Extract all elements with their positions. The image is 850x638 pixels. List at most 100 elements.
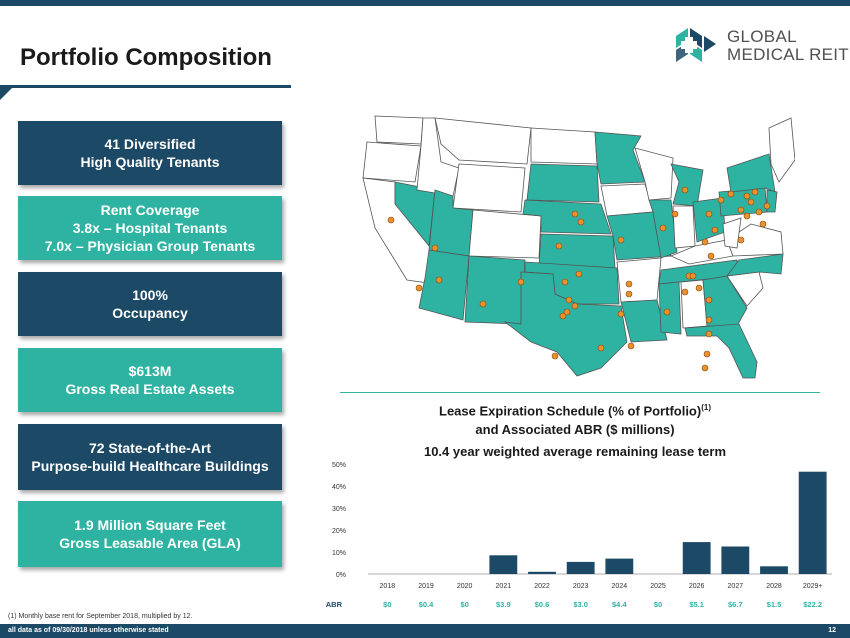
top-accent-bar xyxy=(0,0,850,6)
state-mi xyxy=(670,163,704,207)
property-marker-icon xyxy=(711,226,719,234)
property-marker-icon xyxy=(727,190,735,198)
property-marker-icon xyxy=(705,296,713,304)
y-tick-label: 0% xyxy=(336,572,346,579)
property-marker-icon xyxy=(707,252,715,260)
property-marker-icon xyxy=(681,186,689,194)
property-marker-icon xyxy=(703,350,711,358)
property-marker-icon xyxy=(705,316,713,324)
state-mt xyxy=(434,117,532,165)
property-marker-icon xyxy=(701,238,709,246)
us-portfolio-map xyxy=(362,115,795,379)
bar-2027 xyxy=(721,546,750,574)
state-fl xyxy=(684,323,758,379)
property-marker-icon xyxy=(617,236,625,244)
property-marker-icon xyxy=(701,364,709,372)
property-marker-icon xyxy=(737,206,745,214)
state-ia xyxy=(600,183,654,217)
property-marker-icon xyxy=(671,210,679,218)
property-marker-icon xyxy=(751,188,759,196)
property-marker-icon xyxy=(479,300,487,308)
property-marker-icon xyxy=(565,296,573,304)
stat-box-3-line-2: Occupancy xyxy=(112,305,188,321)
chart-divider xyxy=(340,392,820,393)
stat-box-4-line-2: Gross Real Estate Assets xyxy=(65,381,235,397)
state-ne xyxy=(522,199,612,235)
abr-value: $1.5 xyxy=(767,600,782,609)
property-marker-icon xyxy=(551,352,559,360)
bar-2023 xyxy=(566,561,595,574)
property-marker-icon xyxy=(575,270,583,278)
state-al xyxy=(680,279,708,329)
property-marker-icon xyxy=(743,192,751,200)
stat-box-4-line-1: $613M xyxy=(128,363,172,379)
state-va xyxy=(726,223,784,257)
map-states xyxy=(362,115,795,379)
y-tick-label: 30% xyxy=(332,506,346,513)
y-tick-label: 50% xyxy=(332,462,346,469)
abr-value: $3.9 xyxy=(496,600,511,609)
page-title: Portfolio Composition xyxy=(20,44,272,71)
stat-box-6-line-1: 1.9 Million Square Feet xyxy=(74,517,226,533)
abr-value: $0 xyxy=(460,600,468,609)
x-tick-label: 2028 xyxy=(766,583,782,590)
footer-note: all data as of 09/30/2018 unless otherwi… xyxy=(8,627,169,634)
chart-title: Lease Expiration Schedule (% of Portfoli… xyxy=(340,398,810,439)
property-marker-icon xyxy=(695,284,703,292)
state-ne-states xyxy=(768,117,795,183)
company-logo xyxy=(676,28,716,62)
property-marker-icon xyxy=(755,208,763,216)
x-tick-label: 2025 xyxy=(650,583,666,590)
title-panel xyxy=(0,26,291,88)
property-marker-icon xyxy=(571,210,579,218)
stat-box-2-line-2: 3.8x – Hospital Tenants xyxy=(72,220,228,236)
footnote: (1) Monthly base rent for September 2018… xyxy=(8,613,193,620)
property-marker-icon xyxy=(435,276,443,284)
abr-value: $3.0 xyxy=(573,600,588,609)
footer-bar: all data as of 09/30/2018 unless otherwi… xyxy=(0,624,850,638)
bar-2022 xyxy=(528,571,556,574)
stat-box-1: 41 Diversified High Quality Tenants xyxy=(18,121,282,185)
property-marker-icon xyxy=(571,302,579,310)
x-tick-label: 2018 xyxy=(380,583,396,590)
state-wv xyxy=(722,217,742,249)
abr-value: $0 xyxy=(383,600,391,609)
y-tick-label: 20% xyxy=(332,528,346,535)
state-mn xyxy=(594,131,646,185)
state-id xyxy=(416,117,460,197)
state-ny xyxy=(726,153,776,193)
stat-box-3: 100% Occupancy xyxy=(18,272,282,336)
stat-box-5: 72 State-of-the-Art Purpose-build Healthc… xyxy=(18,424,282,490)
bar-2028 xyxy=(760,566,788,574)
abr-value: $6.7 xyxy=(728,600,743,609)
chart-footnote-ref: (1) xyxy=(701,403,711,412)
bar-2029+ xyxy=(798,471,827,574)
stat-box-3-line-1: 100% xyxy=(132,287,168,303)
stat-box-2-line-1: Rent Coverage xyxy=(100,202,200,218)
bar-2024 xyxy=(605,558,634,574)
y-tick-label: 10% xyxy=(332,550,346,557)
state-ks xyxy=(538,233,616,269)
x-tick-label: 2020 xyxy=(457,583,473,590)
property-marker-icon xyxy=(663,308,671,316)
x-tick-label: 2026 xyxy=(689,583,705,590)
title-corner-accent xyxy=(0,88,12,100)
logo-line2: MEDICAL REIT xyxy=(727,45,849,64)
stat-box-6-line-2: Gross Leasable Area (GLA) xyxy=(59,535,241,551)
property-marker-icon xyxy=(555,242,563,250)
state-sd xyxy=(526,163,600,203)
state-la xyxy=(620,299,668,343)
logo-text: GLOBAL MEDICAL REIT xyxy=(727,28,849,64)
chart-title-line1: Lease Expiration Schedule (% of Portfoli… xyxy=(439,403,702,419)
stat-box-6: 1.9 Million Square Feet Gross Leasable Ar… xyxy=(18,501,282,567)
abr-value: $22.2 xyxy=(803,600,822,609)
property-marker-icon xyxy=(717,196,725,204)
state-co xyxy=(468,209,542,259)
bar-2026 xyxy=(682,542,711,574)
abr-value: $4.4 xyxy=(612,600,627,609)
stat-box-5-line-1: 72 State-of-the-Art xyxy=(88,440,212,456)
state-wa xyxy=(374,115,424,145)
x-tick-label: 2021 xyxy=(496,583,512,590)
logo-line1: GLOBAL xyxy=(727,27,797,46)
x-tick-label: 2024 xyxy=(612,583,628,590)
